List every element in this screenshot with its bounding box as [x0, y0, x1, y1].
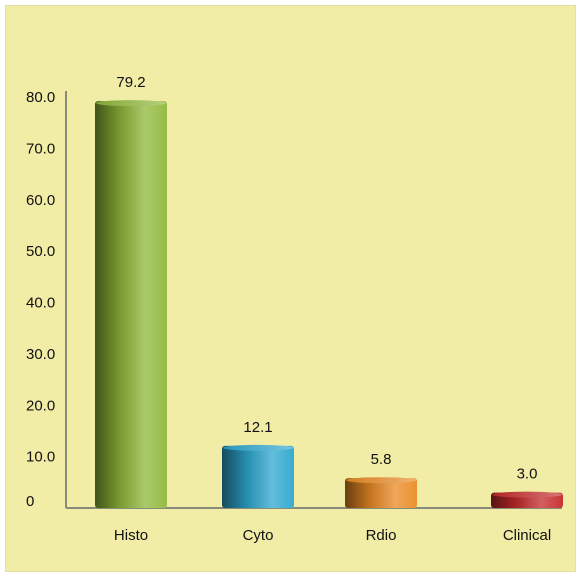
data-label: 12.1: [243, 419, 272, 436]
y-tick-label: 60.0: [26, 192, 55, 209]
bar-top-rdio: [346, 477, 416, 484]
y-tick-label: 20.0: [26, 397, 55, 414]
bar-top-histo: [96, 100, 166, 107]
y-tick-label: 30.0: [26, 346, 55, 363]
y-tick-label: 80.0: [26, 89, 55, 106]
bar-top-clinical: [492, 491, 562, 498]
bar-cyto: [222, 445, 294, 508]
x-category-label: Clinical: [503, 527, 551, 544]
y-tick-label: 10.0: [26, 449, 55, 466]
bar-histo: [95, 101, 167, 509]
chart-labels: 79.2 Histo 12.1 Cyto 5.8 Rdio 3.0 Clinical: [114, 74, 551, 544]
bar-rdio: [345, 478, 417, 508]
y-tick-label: 50.0: [26, 243, 55, 260]
x-category-label: Cyto: [243, 527, 274, 544]
y-tick-label: 40.0: [26, 295, 55, 312]
y-tick-label: 70.0: [26, 140, 55, 157]
chart-bars: [95, 100, 563, 509]
y-tick-label: 0: [26, 493, 34, 510]
data-label: 3.0: [517, 466, 538, 483]
x-category-label: Rdio: [366, 527, 397, 544]
data-label: 79.2: [116, 74, 145, 91]
data-label: 5.8: [371, 451, 392, 468]
x-category-label: Histo: [114, 527, 148, 544]
bar-top-cyto: [223, 444, 293, 451]
